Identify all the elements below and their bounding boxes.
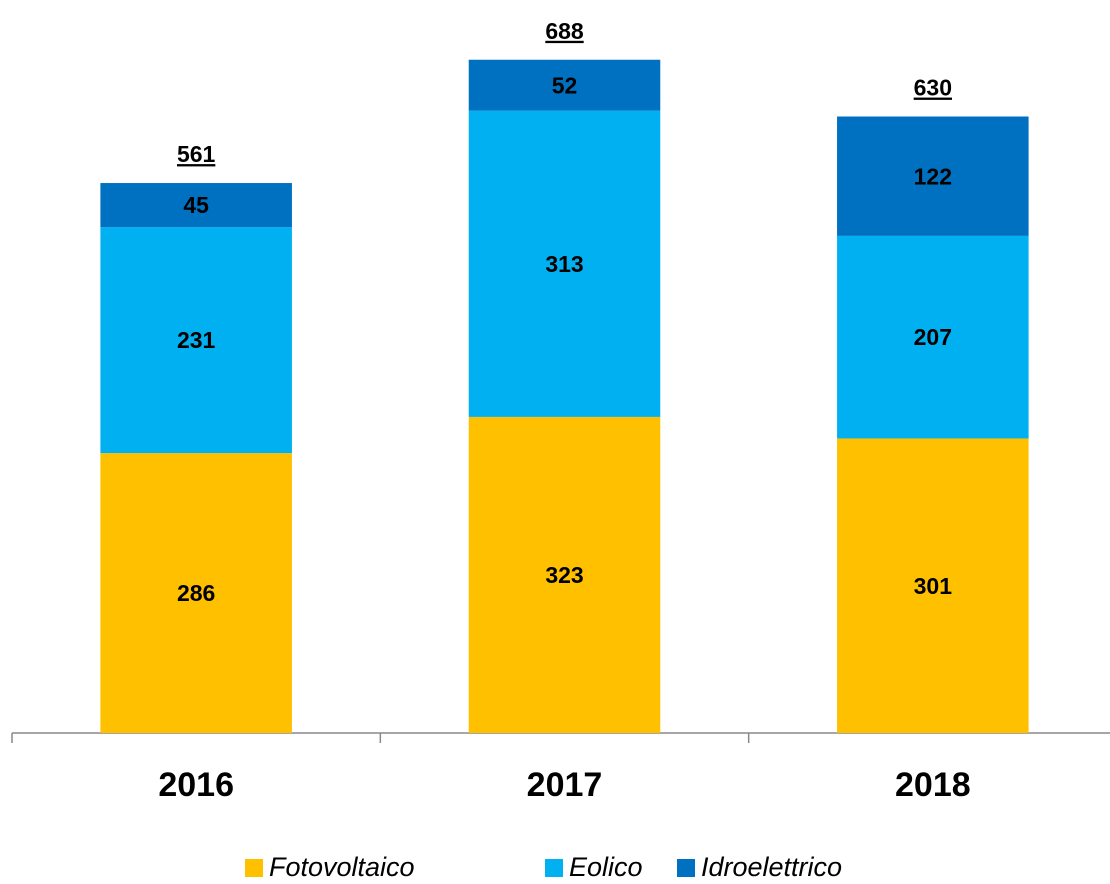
- legend-label: Idroelettrico: [701, 852, 842, 882]
- data-label: 313: [545, 251, 583, 277]
- bar-segment: [468, 110, 661, 417]
- data-label: 122: [914, 163, 952, 189]
- bar-segment: [100, 183, 292, 228]
- legend-label: Eolico: [569, 852, 643, 882]
- x-tick-label: 2018: [895, 766, 971, 804]
- data-label: 286: [177, 580, 215, 606]
- data-label: 301: [914, 573, 953, 599]
- data-label: 207: [914, 324, 952, 350]
- total-label: 630: [914, 75, 952, 101]
- data-label: 231: [177, 327, 216, 353]
- legend-swatch: [677, 859, 695, 877]
- data-label: 45: [183, 192, 209, 218]
- legend-swatch: [245, 859, 263, 877]
- total-label: 688: [545, 18, 584, 44]
- total-label: 561: [177, 141, 216, 167]
- bar-segment: [100, 453, 292, 733]
- bar-segment: [468, 416, 661, 733]
- data-label: 323: [545, 562, 583, 588]
- legend-swatch: [545, 859, 563, 877]
- x-tick-label: 2017: [527, 766, 603, 804]
- x-tick-label: 2016: [158, 766, 234, 804]
- legend-label: Fotovoltaico: [269, 852, 415, 882]
- bar-segment: [100, 227, 292, 454]
- data-label: 52: [552, 72, 578, 98]
- bar-segment: [468, 59, 661, 111]
- bar-segment: [837, 235, 1029, 439]
- bar-segment: [837, 438, 1029, 733]
- bar-segment: [837, 116, 1029, 236]
